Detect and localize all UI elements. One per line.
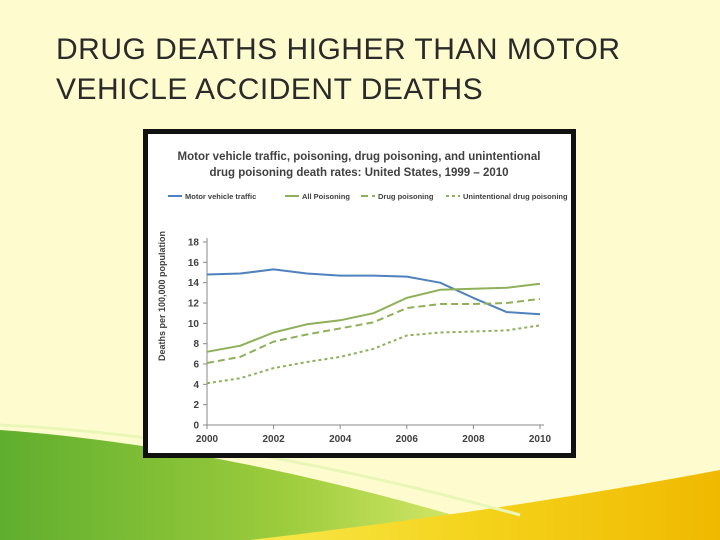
slide-title: DRUG DEATHS HIGHER THAN MOTOR VEHICLE AC… [56, 30, 696, 110]
x-tick-label: 2006 [396, 434, 419, 445]
x-tick-label: 2002 [262, 434, 285, 445]
legend-label: Motor vehicle traffic [185, 192, 256, 201]
chart-legend: Motor vehicle traffic All Poisoning Drug p… [168, 192, 568, 201]
y-tick-label: 4 [193, 380, 199, 391]
chart-area: Motor vehicle traffic, poisoning, drug p… [148, 134, 571, 453]
x-tick-label: 2004 [329, 434, 352, 445]
slide-title-line-2: VEHICLE ACCIDENT DEATHS [56, 73, 484, 106]
y-tick-label: 0 [193, 421, 199, 432]
series-line-2 [206, 282, 541, 353]
y-tick-label: 8 [193, 339, 199, 350]
legend-label: All Poisoning [302, 192, 350, 201]
y-axis-label: Deaths per 100,000 population [157, 231, 167, 361]
legend-entry-4: Unintentional drug poisoning [446, 192, 568, 201]
legend-label: Drug poisoning [378, 192, 434, 201]
series-line-3 [206, 297, 541, 364]
x-tick-label: 2008 [462, 434, 485, 445]
legend-label: Unintentional drug poisoning [463, 192, 568, 201]
legend-entry-2: All Poisoning [285, 192, 350, 201]
green-swoosh [0, 430, 470, 540]
legend-entry-1: Motor vehicle traffic [168, 192, 256, 201]
y-tick-label: 10 [188, 319, 200, 330]
yellow-swoosh [250, 470, 720, 540]
y-tick-label: 18 [188, 238, 200, 249]
series-line-1 [206, 268, 541, 316]
y-tick-label: 16 [188, 258, 200, 269]
x-tick-label: 2000 [196, 434, 219, 445]
line-chart: Motor vehicle traffic, poisoning, drug p… [157, 151, 568, 446]
series-line-4 [206, 324, 541, 385]
chart-frame: Motor vehicle traffic, poisoning, drug p… [143, 129, 576, 458]
y-tick-label: 2 [193, 400, 199, 411]
chart-axes: 0 2 4 6 8 10 12 14 16 18 2000 2002 2004 2006 2008 2010 [188, 238, 552, 446]
slide-title-line-1: DRUG DEATHS HIGHER THAN MOTOR [56, 33, 621, 66]
chart-title-line-1: Motor vehicle traffic, poisoning, drug p… [178, 151, 541, 163]
y-tick-label: 6 [193, 360, 199, 371]
y-tick-label: 12 [188, 299, 200, 310]
chart-title-line-2: drug poisoning death rates: United State… [209, 167, 508, 179]
legend-entry-3: Drug poisoning [361, 192, 434, 201]
y-tick-label: 14 [188, 278, 200, 289]
x-tick-label: 2010 [529, 434, 552, 445]
chart-plot-area [206, 268, 541, 385]
